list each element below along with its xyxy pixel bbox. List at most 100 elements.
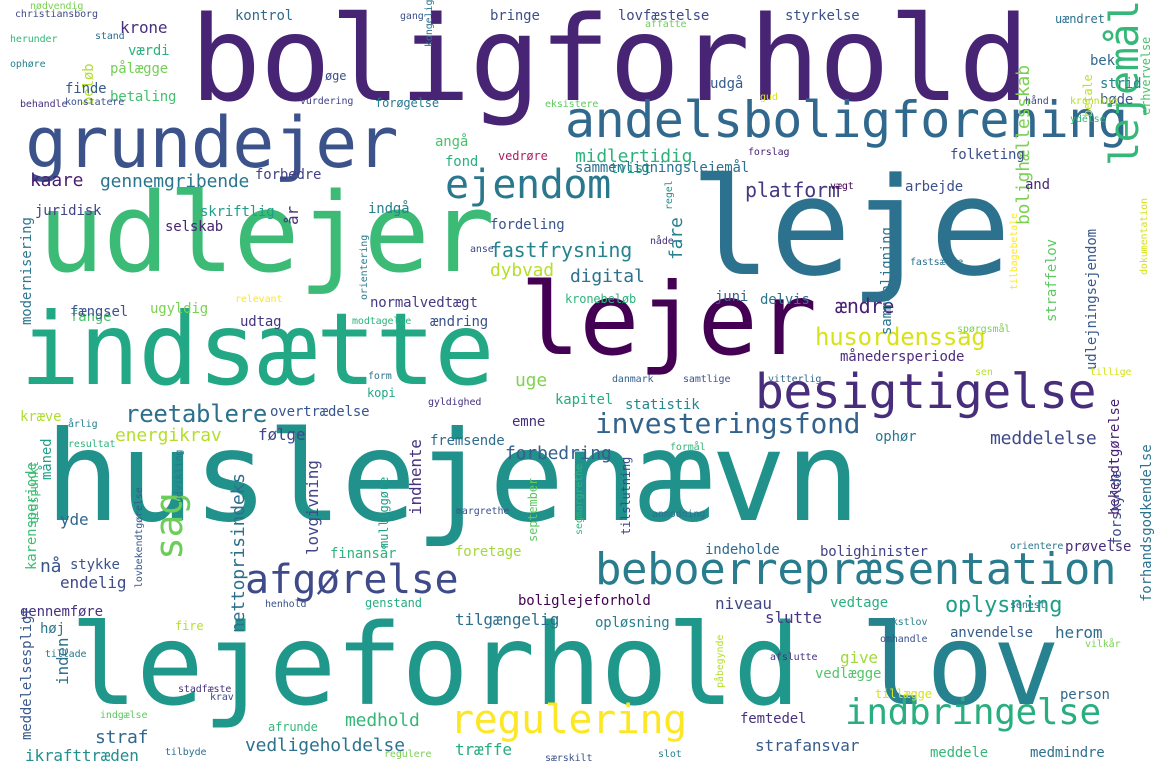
word-201: fare: [666, 217, 687, 260]
word-4: huslejenævn: [45, 405, 860, 550]
word-89: ændring: [430, 314, 489, 330]
word-159: spørgsmål: [957, 324, 1011, 335]
word-78: forskylde: [1109, 470, 1125, 545]
word-191: afrunde: [268, 720, 318, 734]
word-151: vægt: [830, 181, 854, 192]
word-168: årlig: [68, 419, 98, 430]
word-13: afgørelse: [245, 557, 459, 603]
word-85: genstand: [365, 596, 422, 610]
word-158: modtagelse: [352, 316, 412, 327]
word-133: vurdering: [300, 96, 354, 107]
word-96: skriftlig: [200, 204, 275, 220]
word-140: stand: [95, 31, 125, 42]
word-147: ydelse: [1070, 114, 1106, 125]
word-148: dokumentation: [1139, 198, 1150, 275]
word-60: tillægge: [875, 687, 932, 701]
word-200: år: [283, 206, 302, 225]
word-122: betaling: [110, 89, 177, 105]
word-198: henhold: [265, 599, 307, 610]
word-64: lovgivning: [303, 460, 322, 555]
word-3: leje: [690, 149, 1011, 306]
word-47: femtedel: [740, 711, 807, 727]
word-138: ophøre: [10, 59, 46, 70]
word-169: resultat: [68, 439, 116, 450]
word-57: herom: [1055, 623, 1103, 642]
word-37: kaare: [30, 170, 84, 191]
word-54: vedtage: [830, 595, 889, 611]
word-108: sammenligning: [879, 227, 895, 335]
word-118: krone: [120, 18, 168, 37]
word-29: ændre: [835, 294, 895, 318]
word-192: tilbyde: [165, 747, 207, 758]
word-65: indhente: [406, 439, 425, 515]
word-28: normalvedtægt: [370, 295, 478, 311]
word-193: særskilt: [545, 753, 593, 764]
word-86: fremsende: [430, 433, 505, 449]
word-50: boliglejeforhold: [518, 593, 651, 609]
word-35: overtrædelse: [270, 404, 370, 420]
word-106: and: [1025, 177, 1050, 193]
word-79: prøvelse: [1065, 539, 1132, 555]
word-129: bek: [1090, 53, 1115, 69]
word-31: oplysning: [945, 593, 1063, 618]
word-80: forhandsgodkendelse: [1139, 444, 1155, 603]
word-164: samtlige: [683, 374, 731, 385]
word-93: meddelelsespligt: [19, 607, 35, 740]
word-156: regel: [664, 180, 675, 210]
word-69: nå: [40, 556, 62, 577]
word-30: bolighællesskab: [1013, 65, 1034, 225]
word-90: uge: [515, 370, 547, 391]
word-141: gang: [400, 11, 424, 22]
word-5: indsætte: [20, 291, 495, 408]
word-45: medhold: [345, 710, 420, 731]
word-8: lov: [860, 601, 1060, 731]
word-48: træffe: [455, 740, 512, 759]
word-145: hånd: [1025, 96, 1049, 107]
word-56: anvendelse: [950, 625, 1033, 641]
word-94: modernisering: [19, 217, 35, 325]
word-23: platform: [745, 178, 840, 202]
word-155: orientering: [359, 234, 370, 300]
word-82: bolighinister: [820, 544, 928, 560]
word-135: konstatere: [65, 97, 125, 108]
word-81: indeholde: [705, 542, 780, 558]
word-14: ejendom: [445, 162, 611, 208]
word-150: fastsætte: [910, 257, 964, 268]
word-165: vitterlig: [768, 374, 822, 385]
word-24: fastfrysning: [490, 238, 633, 262]
word-102: angå: [435, 134, 469, 150]
word-72: høj: [40, 621, 65, 637]
word-173: lovbekendtgørelse: [134, 487, 145, 588]
word-63: nettoprisindeks: [228, 473, 249, 633]
word-163: danmark: [612, 374, 654, 385]
word-188: tillade: [45, 649, 87, 660]
word-160: tillige: [1090, 367, 1132, 378]
word-17: indbringelse: [845, 692, 1101, 733]
word-38: tvist: [610, 161, 652, 177]
word-134: behandle: [20, 99, 68, 110]
word-136: christiansborg: [15, 9, 98, 20]
word-167: gyldighed: [428, 397, 482, 408]
word-175: margrethe: [456, 506, 510, 517]
word-27: digital: [570, 266, 645, 287]
word-55: slutte: [765, 608, 822, 627]
word-2: udlejer: [38, 169, 495, 297]
word-67: yde: [60, 510, 89, 529]
word-44: vedligeholdelse: [245, 735, 405, 756]
word-11: besigtigelse: [755, 364, 1097, 420]
word-83: finansår: [330, 546, 397, 562]
word-123: finde: [65, 81, 107, 97]
word-181: senest: [1010, 600, 1046, 611]
word-186: vilkår: [1085, 639, 1121, 650]
word-120: pålægge: [110, 61, 169, 77]
word-9: grundejer: [25, 102, 399, 184]
word-84: foretage: [455, 544, 522, 560]
word-75: følge: [258, 425, 306, 444]
word-195: slot: [658, 749, 682, 760]
word-154: nåde: [650, 236, 674, 247]
word-187: stadfæste: [178, 684, 232, 695]
word-146: kronning: [1070, 96, 1118, 107]
word-52: opløsning: [595, 615, 670, 631]
word-61: person: [1060, 687, 1110, 703]
